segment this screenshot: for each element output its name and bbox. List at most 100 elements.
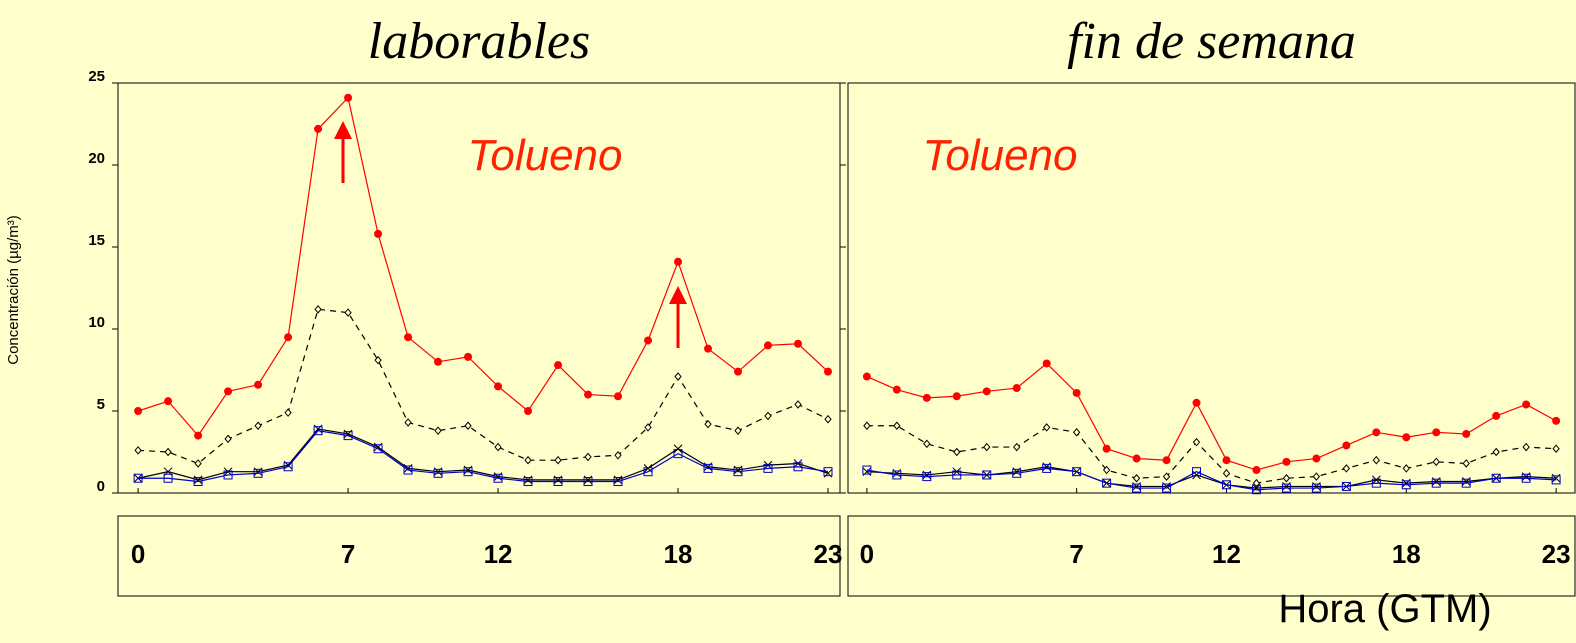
point [1072, 467, 1082, 477]
point [952, 392, 961, 401]
point [343, 431, 353, 441]
x-tick-label: 7 [341, 539, 355, 569]
point [613, 477, 623, 487]
y-tick-label: 5 [97, 396, 105, 413]
point [953, 447, 961, 457]
point [862, 465, 872, 475]
point [982, 470, 992, 480]
point [494, 442, 502, 452]
point [583, 477, 593, 487]
x-axis-box [847, 515, 1576, 597]
plot-area [847, 82, 1576, 494]
point [1371, 475, 1381, 485]
chart-title: fin de semana [1067, 13, 1356, 70]
point [892, 470, 902, 480]
point [1461, 478, 1471, 488]
point [494, 382, 503, 391]
point [314, 305, 322, 314]
point [764, 411, 772, 421]
point [1312, 472, 1321, 481]
point [1402, 464, 1410, 473]
x-tick-label: 23 [1542, 539, 1571, 569]
point [794, 339, 803, 348]
series-line [866, 466, 1557, 489]
series-line [138, 308, 829, 465]
point [734, 367, 743, 376]
point [284, 333, 293, 342]
point [1132, 473, 1141, 483]
point [284, 408, 292, 417]
annotation: Tolueno [923, 131, 1078, 180]
point [1132, 483, 1142, 493]
point [1102, 444, 1111, 453]
chart-title: laborables [368, 13, 590, 70]
plot-area [117, 82, 841, 494]
point [404, 333, 413, 342]
point [1372, 455, 1380, 465]
y-axis-label: Concentración (µg/m³) [5, 215, 22, 365]
point [644, 423, 652, 432]
point [794, 400, 802, 409]
point [374, 229, 383, 238]
point [1102, 478, 1112, 488]
point [254, 380, 263, 389]
point [493, 473, 503, 483]
point [1491, 473, 1501, 483]
point [224, 434, 232, 444]
x-tick-label: 0 [131, 539, 145, 569]
point [1162, 472, 1171, 481]
point [1222, 469, 1231, 478]
point [464, 421, 472, 431]
point [1282, 457, 1291, 466]
point [344, 308, 352, 317]
point [1252, 478, 1261, 488]
point [1492, 447, 1500, 457]
point [133, 473, 143, 483]
point [314, 124, 323, 133]
point [923, 439, 931, 449]
series-line [138, 430, 829, 483]
point [163, 473, 173, 483]
point [1192, 467, 1202, 477]
point [1042, 359, 1051, 368]
point [673, 449, 683, 459]
point [862, 372, 871, 381]
point [863, 421, 871, 431]
point [643, 464, 653, 473]
point [1013, 442, 1021, 452]
point [194, 459, 202, 468]
point [1132, 454, 1141, 463]
series-line [866, 425, 1557, 484]
point [1551, 475, 1561, 485]
x-axis-label: Hora (GTM) [1278, 587, 1491, 631]
point [404, 418, 412, 427]
y-tick-label: 0 [97, 478, 105, 495]
point [1552, 416, 1561, 425]
point [983, 442, 991, 452]
point [1401, 480, 1411, 490]
point [1192, 437, 1201, 447]
point [1251, 485, 1261, 495]
point [952, 467, 962, 477]
y-tick-label: 25 [88, 68, 105, 85]
point [1162, 456, 1171, 465]
point [1252, 466, 1261, 475]
point [922, 472, 932, 482]
point [1462, 429, 1471, 438]
point [893, 421, 901, 431]
point [433, 468, 443, 478]
annotation: Tolueno [468, 131, 623, 180]
point [403, 465, 413, 475]
x-tick-label: 7 [1069, 539, 1083, 569]
point [1462, 459, 1470, 468]
point [1342, 464, 1351, 473]
point [734, 426, 742, 435]
point [1102, 465, 1111, 475]
point [193, 477, 203, 487]
x-tick-label: 23 [814, 539, 843, 569]
series-line [866, 467, 1557, 491]
point [524, 407, 533, 415]
series-line [866, 362, 1557, 471]
point [644, 336, 653, 345]
x-tick-label: 0 [860, 539, 874, 569]
